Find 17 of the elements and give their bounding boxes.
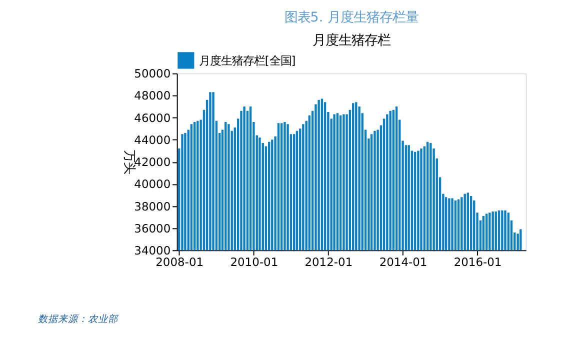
y-tick-label: 38000 xyxy=(134,199,171,214)
x-tick-label: 2016-01 xyxy=(454,254,502,269)
chart-title: 图表5. 月度生猪存栏量 xyxy=(284,10,418,26)
y-tick-label: 46000 xyxy=(134,110,171,125)
y-tick-label: 36000 xyxy=(134,221,171,236)
y-tick-label: 50000 xyxy=(134,66,171,81)
x-tick-label: 2014-01 xyxy=(379,254,428,269)
x-tick-label: 2010-01 xyxy=(230,254,278,269)
y-tick-label: 48000 xyxy=(134,88,171,103)
source-note: 数据来源：农业部 xyxy=(38,312,120,325)
y-tick-label: 40000 xyxy=(134,177,171,192)
y-tick-label: 44000 xyxy=(134,132,171,147)
chart-subtitle: 月度生猪存栏 xyxy=(312,32,390,49)
y-tick-label: 34000 xyxy=(134,243,171,258)
x-tick-label: 2012-01 xyxy=(304,254,353,269)
legend-label: 月度生猪存栏[全国] xyxy=(198,53,296,68)
x-tick-label: 2008-01 xyxy=(156,254,204,269)
